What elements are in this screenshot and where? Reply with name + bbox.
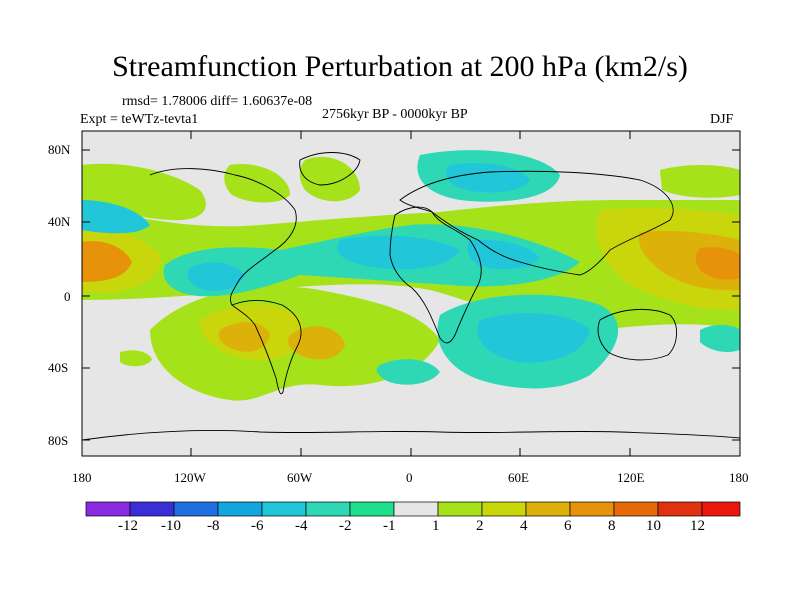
south-atlantic-negative [376,359,440,385]
south-pacific-negative-blob [700,325,740,353]
north-america-positive [224,164,290,203]
y-tick-label-40n: 40N [48,214,71,229]
colorbar-swatch-9 [437,501,483,517]
colorbar-label-neg2: -2 [339,518,352,534]
colorbar-label-8: 8 [608,518,616,534]
south-america-coast [231,300,302,395]
colorbar-swatch-6 [305,501,351,517]
chart-title: Streamfunction Perturbation at 200 hPa (… [112,50,688,83]
colorbar-swatch-15 [701,501,741,517]
x-tick-label-180e: 180 [729,470,749,485]
colorbar-swatch-4 [217,501,263,517]
colorbar-swatch-13 [613,501,659,517]
x-tick-label-0: 0 [406,470,413,485]
eurasia-coast [399,170,674,276]
colorbar-label-neg8: -8 [207,518,220,534]
colorbar-label-neg12: -12 [118,518,138,534]
west-pacific-high-core [82,241,132,282]
colorbar-swatch-8 [393,501,439,517]
x-tick-label-120e: 120E [617,470,645,485]
period-label: 2756kyr BP - 0000kyr BP [322,107,468,122]
colorbar-swatch-12 [569,501,615,517]
arabia-low [467,239,540,270]
tropical-atlantic-low [337,235,460,270]
season-label: DJF [710,112,734,127]
east-pacific-high-core [695,247,740,280]
north-america-coast [149,168,297,306]
south-atlantic-positive-peak [288,326,345,360]
colorbar-swatch-3 [173,501,219,517]
x-tick-label-60e: 60E [508,470,529,485]
coastlines [82,152,740,441]
colorbar [85,501,741,517]
y-tick-label-40s: 40S [48,360,69,375]
colorbar-swatch-7 [349,501,395,517]
colorbar-label-6: 6 [564,518,572,534]
central-america-low [187,262,245,292]
australia-coast [597,308,677,361]
north-pacific-negative [82,200,150,234]
y-tick-label-80n: 80N [48,142,71,157]
greenland-positive [299,156,360,202]
greenland-coast [299,152,361,186]
colorbar-swatch-10 [481,501,527,517]
y-tick-label-0: 0 [64,289,71,304]
y-ticks [82,149,740,441]
colorbar-swatch-2 [129,501,175,517]
colorbar-label-neg6: -6 [251,518,264,534]
arctic-east-positive [660,165,740,198]
siberia-negative-core [445,163,530,193]
colorbar-label-4: 4 [520,518,528,534]
colorbar-swatch-5 [261,501,307,517]
colorbar-label-1: 1 [432,518,440,534]
colorbar-label-neg1: -1 [383,518,396,534]
experiment-label: Expt = teWTz-tevta1 [80,112,199,127]
africa-coast [389,206,482,344]
x-ticks [81,131,741,456]
x-tick-label-120w: 120W [174,470,206,485]
anomaly-field [82,150,740,401]
colorbar-label-2: 2 [476,518,484,534]
stats-text: rmsd= 1.78006 diff= 1.60637e-08 [122,94,313,109]
south-pacific-positive-blob [120,350,152,367]
x-tick-label-60w: 60W [287,470,313,485]
antarctica-coast [82,429,740,441]
colorbar-label-neg4: -4 [295,518,308,534]
colorbar-swatch-14 [657,501,703,517]
colorbar-label-10: 10 [646,518,661,534]
colorbar-swatch-1 [85,501,131,517]
indian-ocean-negative-core [477,313,590,363]
x-tick-label-180w: 180 [72,470,92,485]
colorbar-label-neg10: -10 [161,518,181,534]
y-tick-label-80s: 80S [48,433,69,448]
colorbar-label-12: 12 [690,518,705,534]
colorbar-swatch-11 [525,501,571,517]
